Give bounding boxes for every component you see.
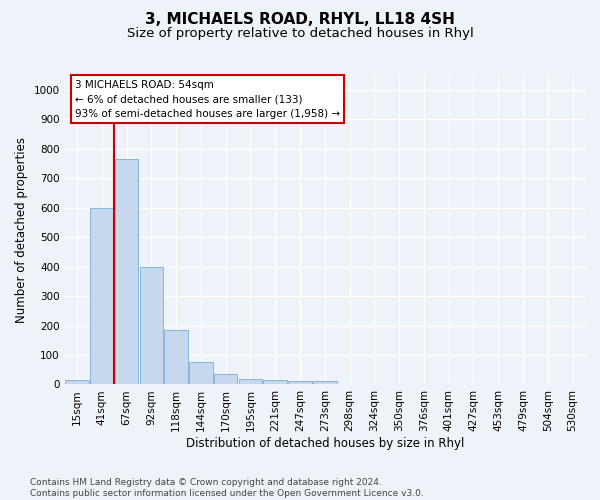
Y-axis label: Number of detached properties: Number of detached properties [15, 136, 28, 322]
Bar [288, 381, 312, 384]
Text: Size of property relative to detached houses in Rhyl: Size of property relative to detached ho… [127, 28, 473, 40]
Bar [115, 159, 138, 384]
Bar [189, 362, 212, 384]
Text: 3, MICHAELS ROAD, RHYL, LL18 4SH: 3, MICHAELS ROAD, RHYL, LL18 4SH [145, 12, 455, 28]
X-axis label: Distribution of detached houses by size in Rhyl: Distribution of detached houses by size … [185, 437, 464, 450]
Bar [313, 381, 337, 384]
Text: Contains HM Land Registry data © Crown copyright and database right 2024.
Contai: Contains HM Land Registry data © Crown c… [30, 478, 424, 498]
Bar [90, 208, 113, 384]
Bar [65, 380, 89, 384]
Bar [263, 380, 287, 384]
Bar [239, 378, 262, 384]
Bar [214, 374, 238, 384]
Bar [140, 266, 163, 384]
Text: 3 MICHAELS ROAD: 54sqm
← 6% of detached houses are smaller (133)
93% of semi-det: 3 MICHAELS ROAD: 54sqm ← 6% of detached … [75, 80, 340, 119]
Bar [164, 330, 188, 384]
